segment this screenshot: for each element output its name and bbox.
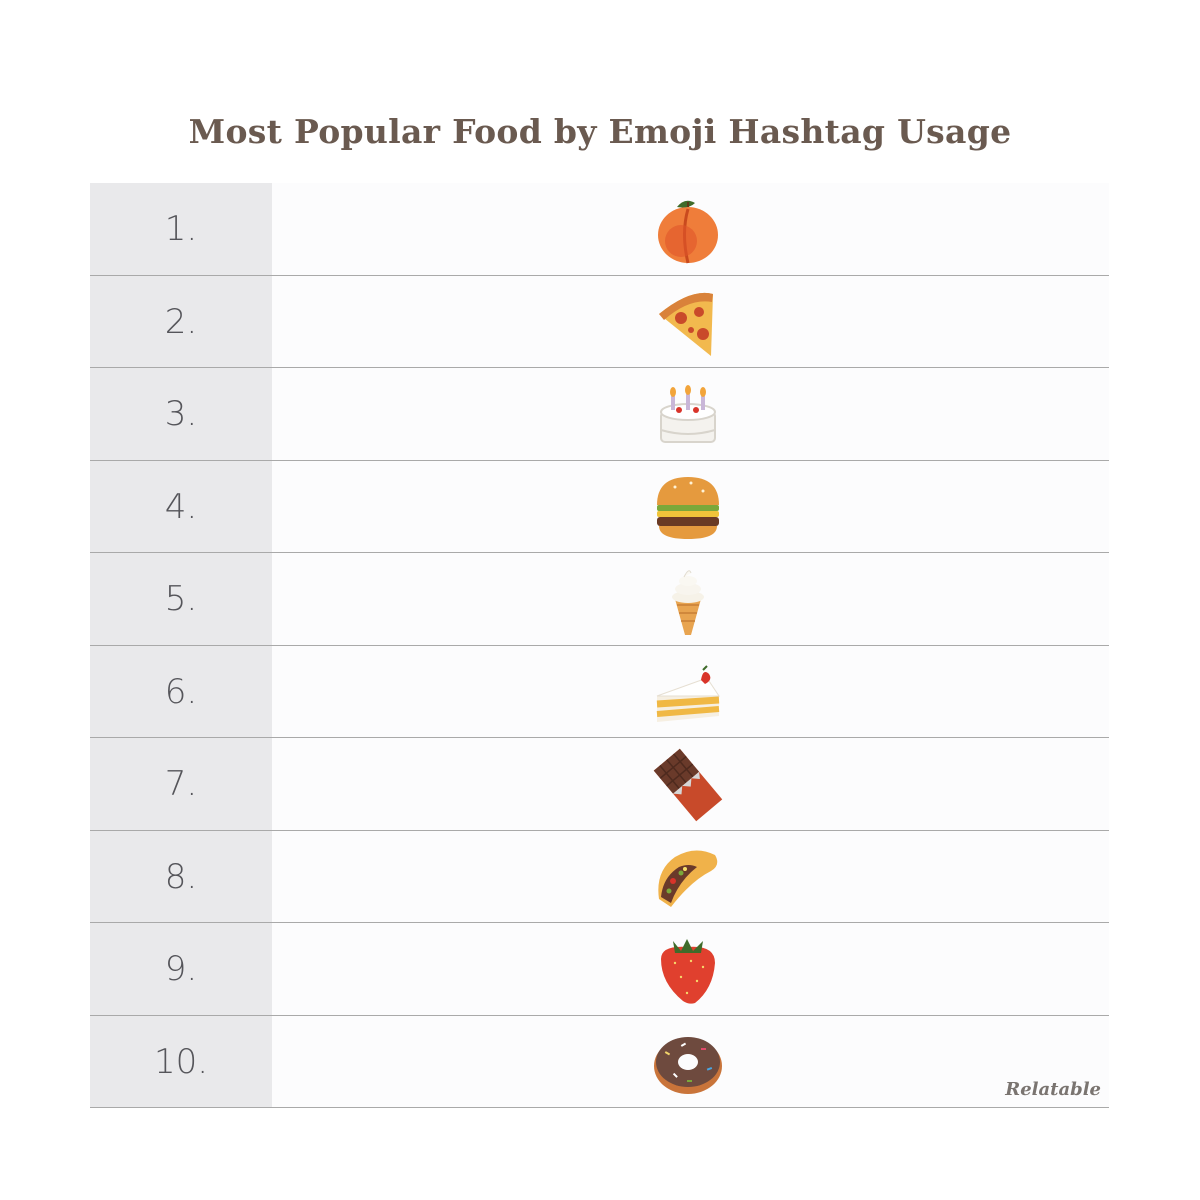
soft-ice-cream-icon — [651, 563, 725, 637]
table-row: 2. — [90, 276, 1109, 368]
table-row: 9. — [90, 923, 1109, 1016]
table-row: 5. — [90, 553, 1109, 646]
hamburger-icon — [651, 471, 725, 545]
rank-label: 10. — [153, 1041, 209, 1082]
chocolate-bar-icon — [651, 748, 725, 822]
table-row: 7. — [90, 738, 1109, 831]
taco-icon — [651, 841, 725, 915]
rank-label: 3. — [164, 394, 198, 434]
rank-label: 5. — [164, 579, 198, 619]
table-row: 8. — [90, 831, 1109, 923]
brand-logo: Relatable — [1005, 1079, 1101, 1100]
rank-column — [90, 183, 272, 1108]
rank-label: 8. — [164, 856, 198, 897]
page-title: Most Popular Food by Emoji Hashtag Usage — [188, 112, 1012, 151]
ranking-table: 1. 2. 3. — [90, 183, 1109, 1108]
table-row: 3. — [90, 368, 1109, 461]
shortcake-icon — [651, 656, 725, 730]
doughnut-icon — [651, 1026, 725, 1100]
table-row: 4. — [90, 461, 1109, 553]
table-row: 10. Relatable — [90, 1016, 1109, 1108]
peach-icon — [651, 193, 725, 267]
rank-label: 2. — [164, 301, 198, 342]
strawberry-icon — [651, 933, 725, 1007]
rank-label: 9. — [164, 949, 198, 989]
table-row: 6. — [90, 646, 1109, 738]
birthday-cake-icon — [651, 378, 725, 452]
table-row: 1. — [90, 183, 1109, 276]
rank-label: 4. — [164, 486, 198, 527]
pizza-icon — [651, 286, 725, 360]
rank-label: 6. — [164, 671, 198, 712]
rank-label: 7. — [164, 764, 198, 804]
rank-label: 1. — [164, 209, 198, 249]
